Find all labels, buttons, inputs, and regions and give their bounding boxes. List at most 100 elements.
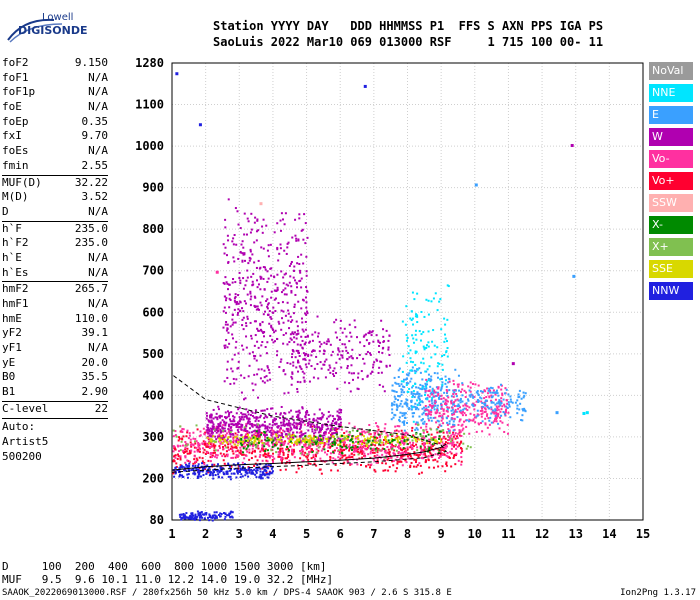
echo-point (409, 441, 412, 444)
echo-point (499, 420, 502, 423)
echo-point (216, 427, 219, 430)
echo-point (192, 431, 195, 434)
echo-point (230, 465, 233, 468)
echo-point (251, 415, 254, 418)
echo-point (226, 234, 229, 237)
echo-point (222, 473, 225, 476)
echo-point (378, 383, 381, 386)
echo-point (239, 300, 242, 303)
echo-point (266, 303, 269, 306)
echo-point (182, 449, 185, 452)
echo-point (453, 423, 456, 426)
echo-point (341, 426, 344, 429)
echo-point (275, 443, 278, 446)
echo-point (425, 347, 428, 350)
echo-point (466, 398, 469, 401)
echo-point (474, 421, 477, 424)
echo-point (429, 416, 432, 419)
echo-point (278, 430, 281, 433)
echo-point (217, 405, 220, 408)
echo-point (228, 433, 231, 436)
echo-point (244, 436, 247, 439)
echo-point (202, 467, 205, 470)
echo-point (289, 434, 292, 437)
echo-point (266, 425, 269, 428)
echo-point (443, 391, 446, 394)
echo-point (343, 441, 346, 444)
echo-point (256, 459, 259, 462)
echo-point (382, 328, 385, 331)
echo-point (439, 455, 442, 458)
echo-point (292, 436, 295, 439)
legend-entry: X- (649, 216, 693, 234)
echo-point (254, 473, 257, 476)
echo-point (436, 460, 439, 463)
echo-point (261, 471, 264, 474)
echo-point (257, 466, 260, 469)
echo-point (201, 462, 204, 465)
echo-point (251, 469, 254, 472)
echo-point (267, 467, 270, 470)
echo-point (460, 424, 463, 427)
echo-point (416, 321, 419, 324)
echo-point (396, 462, 399, 465)
echo-point (242, 246, 245, 249)
echo-point (421, 456, 424, 459)
echo-point (430, 437, 433, 440)
echo-point (507, 411, 510, 414)
echo-point (305, 441, 308, 444)
echo-point (394, 397, 397, 400)
echo-point (301, 370, 304, 373)
param-row: h`F2 235.0 (2, 236, 108, 251)
echo-point (475, 415, 478, 418)
echo-point (246, 430, 249, 433)
logo-text-lowell: Lowell (42, 12, 74, 23)
echo-point (345, 446, 348, 449)
echo-point (427, 313, 430, 316)
echo-point (402, 448, 405, 451)
echo-point (276, 222, 279, 225)
echo-point (387, 346, 390, 349)
echo-point (280, 458, 283, 461)
echo-point (286, 428, 289, 431)
echo-point (303, 343, 306, 346)
echo-point (298, 449, 301, 452)
echo-point (426, 368, 429, 371)
echo-point (409, 455, 412, 458)
echo-point (280, 309, 283, 312)
outlier-point (511, 362, 515, 366)
x-tick-label: 9 (438, 527, 445, 541)
echo-point (399, 437, 402, 440)
echo-point (249, 441, 252, 444)
echo-point (339, 421, 342, 424)
echo-point (189, 438, 192, 441)
echo-point (357, 372, 360, 375)
echo-point (323, 448, 326, 451)
param-value: 235.0 (74, 236, 108, 250)
echo-point (445, 444, 448, 447)
echo-point (331, 427, 334, 430)
echo-point (229, 512, 232, 515)
echo-point (420, 419, 423, 422)
echo-point (459, 390, 462, 393)
echo-point (387, 469, 390, 472)
echo-point (521, 414, 524, 417)
echo-point (225, 329, 228, 332)
echo-point (280, 291, 283, 294)
echo-point (291, 319, 294, 322)
echo-point (414, 383, 417, 386)
echo-point (226, 376, 229, 379)
echo-point (522, 409, 525, 412)
echo-point (220, 469, 223, 472)
echo-point (359, 450, 362, 453)
echo-point (251, 437, 254, 440)
echo-point (206, 443, 209, 446)
echo-point (283, 420, 286, 423)
echo-point (269, 454, 272, 457)
echo-point (186, 447, 189, 450)
echo-point (231, 370, 234, 373)
echo-point (172, 459, 175, 462)
echo-point (319, 442, 322, 445)
echo-point (235, 435, 238, 438)
echo-point (336, 428, 339, 431)
